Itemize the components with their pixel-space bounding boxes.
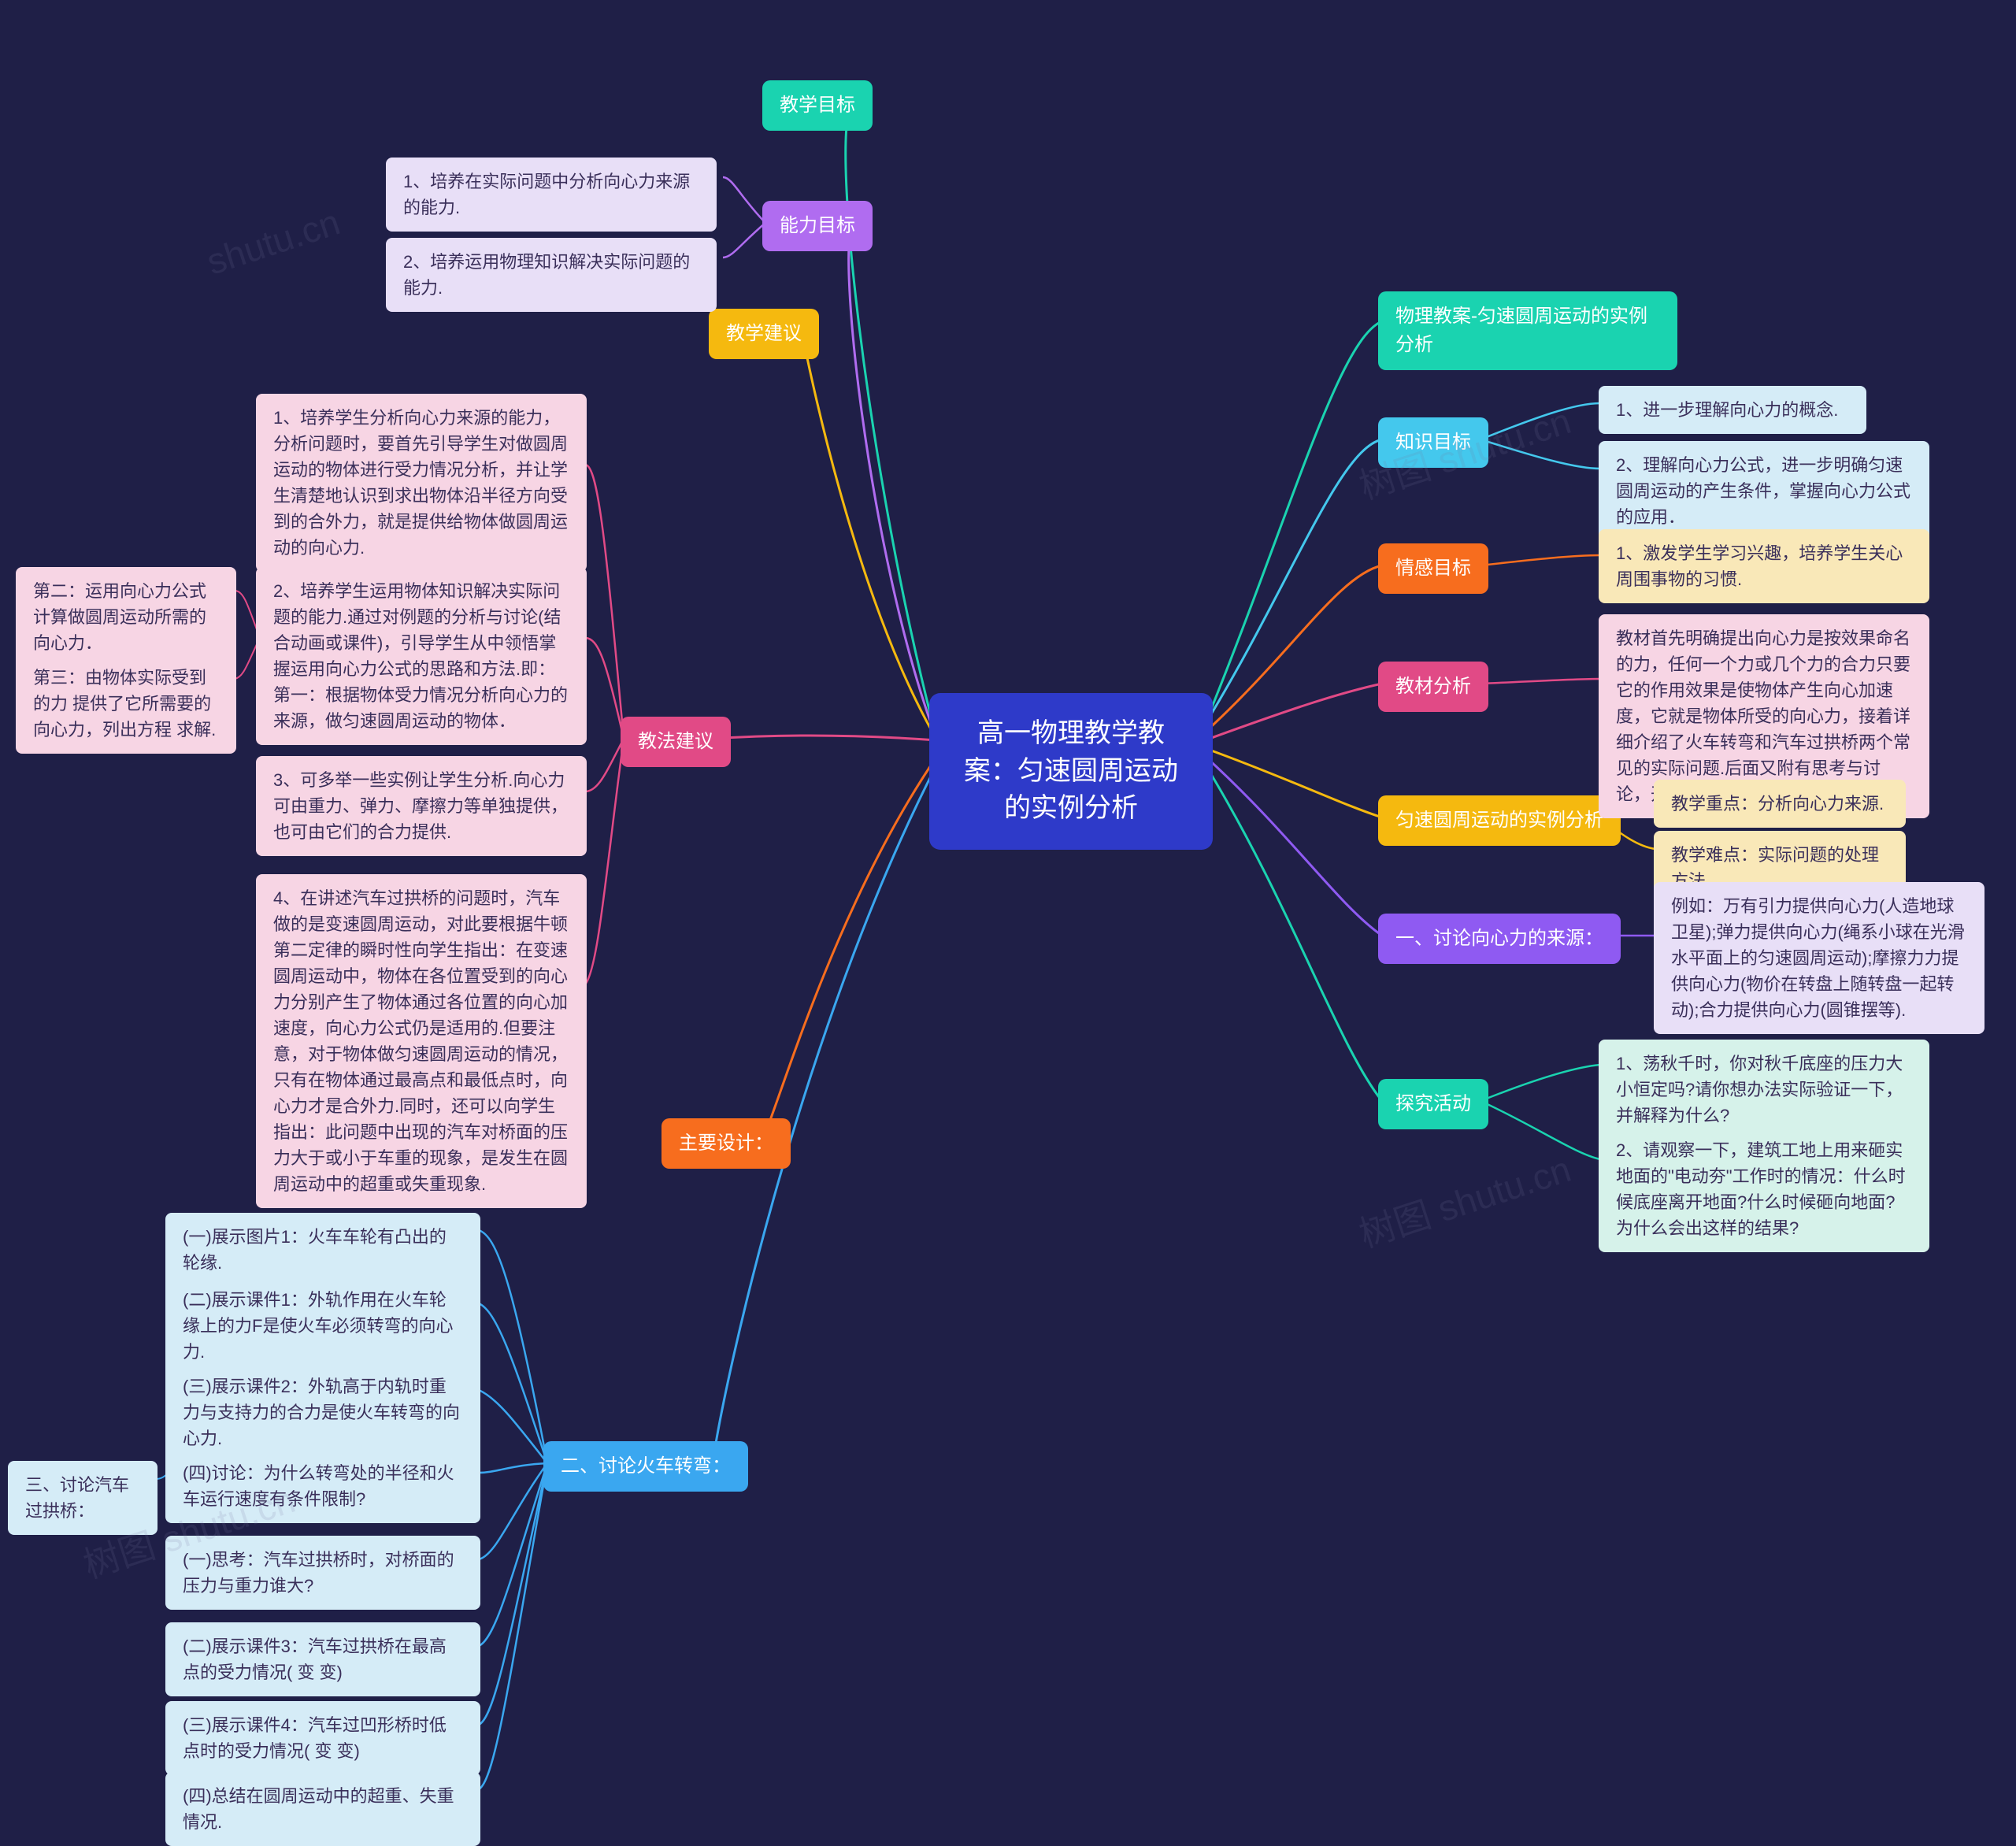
leaf-src-1: 例如：万有引力提供向心力(人造地球卫星);弹力提供向心力(绳系小球在光滑水平面上… (1654, 882, 1984, 1034)
leaf-ability-2: 2、培养运用物理知识解决实际问题的能力. (386, 238, 717, 312)
branch-phys-plan[interactable]: 物理教案-匀速圆周运动的实例分析 (1378, 291, 1677, 370)
leaf-train-5: (一)思考：汽车过拱桥时，对桥面的压力与重力谁大? (165, 1536, 480, 1610)
leaf-method-1: 1、培养学生分析向心力来源的能力，分析问题时，要首先引导学生对做圆周运动的物体进… (256, 394, 587, 572)
leaf-method-2a: 第二：运用向心力公式计算做圆周运动所需的向心力． (16, 567, 236, 667)
branch-teach-advice[interactable]: 教学建议 (709, 309, 819, 359)
leaf-train-4: (四)讨论：为什么转弯处的半径和火车运行速度有条件限制? (165, 1449, 480, 1523)
leaf-train-4s: 三、讨论汽车过拱桥： (8, 1461, 158, 1535)
leaf-know-1: 1、进一步理解向心力的概念. (1599, 386, 1866, 434)
leaf-method-2: 2、培养学生运用物体知识解决实际问题的能力.通过对例题的分析与讨论(结合动画或课… (256, 567, 587, 745)
center-node[interactable]: 高一物理教学教案：匀速圆周运动的实例分析 (929, 693, 1213, 850)
leaf-method-2b: 第三：由物体实际受到的力 提供了它所需要的向心力，列出方程 求解. (16, 654, 236, 754)
leaf-train-3: (三)展示课件2：外轨高于内轨时重力与支持力的合力是使火车转弯的向心力. (165, 1362, 480, 1462)
branch-main-design[interactable]: 主要设计： (662, 1118, 791, 1169)
leaf-explore-2: 2、请观察一下，建筑工地上用来砸实地面的"电动夯"工作时的情况：什么时候底座离开… (1599, 1126, 1929, 1252)
branch-explore[interactable]: 探究活动 (1378, 1079, 1488, 1129)
leaf-method-4: 4、在讲述汽车过拱桥的问题时，汽车做的是变速圆周运动，对此要根据牛顿第二定律的瞬… (256, 874, 587, 1208)
branch-instance[interactable]: 匀速圆周运动的实例分析 (1378, 795, 1621, 846)
leaf-train-7: (三)展示课件4：汽车过凹形桥时低点时的受力情况( 变 变) (165, 1701, 480, 1775)
branch-teach-goal[interactable]: 教学目标 (762, 80, 873, 131)
leaf-instance-1: 教学重点：分析向心力来源. (1654, 780, 1906, 828)
branch-method-advice[interactable]: 教法建议 (621, 717, 731, 767)
branch-material[interactable]: 教材分析 (1378, 662, 1488, 712)
watermark: shutu.cn (202, 200, 345, 283)
leaf-ability-1: 1、培养在实际问题中分析向心力来源的能力. (386, 158, 717, 232)
leaf-know-2: 2、理解向心力公式，进一步明确匀速圆周运动的产生条件，掌握向心力公式的应用． (1599, 441, 1929, 541)
watermark: 树图 shutu.cn (1352, 1141, 1577, 1258)
leaf-emotion-1: 1、激发学生学习兴趣，培养学生关心周围事物的习惯. (1599, 529, 1929, 603)
leaf-explore-1: 1、荡秋千时，你对秋千底座的压力大小恒定吗?请你想办法实际验证一下，并解释为什么… (1599, 1040, 1929, 1140)
leaf-train-8: (四)总结在圆周运动中的超重、失重情况. (165, 1772, 480, 1846)
branch-discuss-train[interactable]: 二、讨论火车转弯： (543, 1441, 748, 1492)
branch-ability-goal[interactable]: 能力目标 (762, 201, 873, 251)
leaf-train-2: (二)展示课件1：外轨作用在火车轮缘上的力F是使火车必须转弯的向心力. (165, 1276, 480, 1376)
branch-know-goal[interactable]: 知识目标 (1378, 417, 1488, 468)
leaf-method-3: 3、可多举一些实例让学生分析.向心力可由重力、弹力、摩擦力等单独提供，也可由它们… (256, 756, 587, 856)
leaf-train-6: (二)展示课件3：汽车过拱桥在最高点的受力情况( 变 变) (165, 1622, 480, 1696)
branch-discuss-src[interactable]: 一、讨论向心力的来源： (1378, 914, 1621, 964)
branch-emotion-goal[interactable]: 情感目标 (1378, 543, 1488, 594)
